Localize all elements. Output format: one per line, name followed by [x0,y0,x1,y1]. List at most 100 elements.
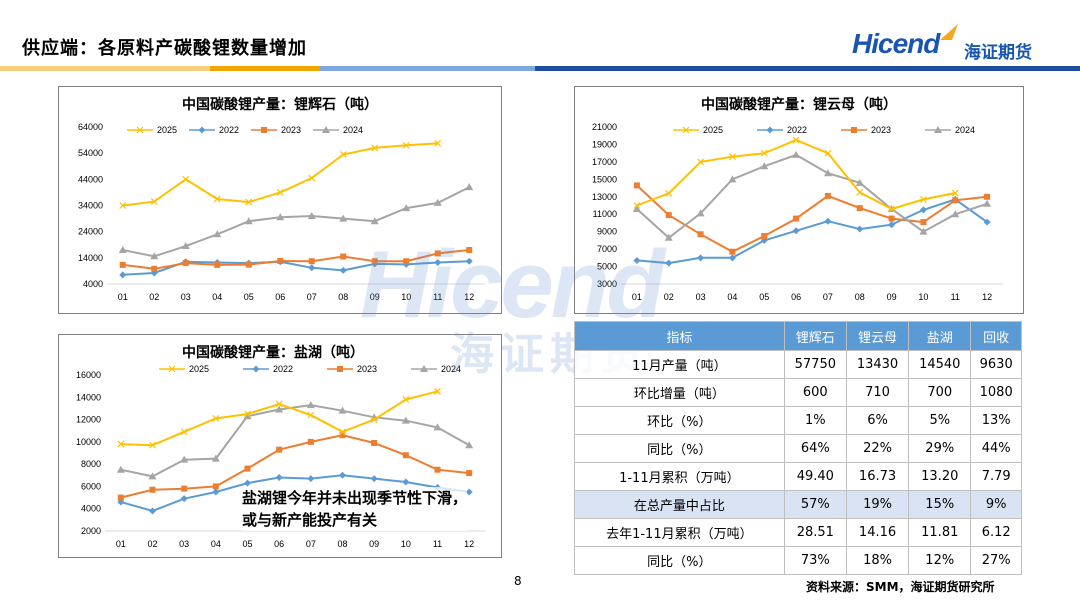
x-tick-label: 01 [118,292,128,302]
data-point [182,260,189,267]
legend-label: 2025 [157,125,177,135]
x-tick-label: 01 [116,539,126,549]
chart-title: 中国碳酸锂产量：锂辉石（吨） [182,96,378,113]
y-tick-label: 10000 [76,437,101,447]
data-point [403,258,410,265]
legend-marker [261,127,267,133]
table-row: 去年1-11月累积（万吨） 28.51 14.16 11.81 6.12 [574,518,1022,547]
series-2023 [633,182,991,255]
table-cell: 13430 [845,350,910,379]
data-point [401,416,410,424]
legend-item: 2022 [757,125,807,135]
x-tick-label: 05 [242,539,252,549]
legend-marker [198,126,206,134]
data-point [339,151,347,158]
table-cell: 710 [845,378,910,407]
data-point [434,387,441,395]
data-point [855,178,864,186]
data-point [213,195,221,203]
legend-item: 2024 [411,364,461,374]
legend-item: 2025 [159,364,209,374]
data-point [824,217,832,225]
data-point [276,188,284,196]
table-row-label: 1-11月累积（万吨） [574,462,785,491]
data-point [245,261,252,268]
series-line [636,184,988,253]
x-tick-label: 11 [433,539,442,549]
x-tick-label: 12 [464,539,474,549]
x-tick-label: 10 [401,539,411,549]
legend-marker [766,126,774,134]
table-cell: 9630 [970,350,1022,379]
y-tick-label: 2000 [81,526,101,536]
table-cell: 57750 [783,350,847,379]
series-line [122,186,470,258]
data-point [793,215,800,222]
table-cell: 22% [845,434,910,463]
data-point [951,189,959,197]
data-point [665,189,673,197]
legend-item: 2024 [313,125,363,135]
legend-label: 2024 [441,364,461,374]
legend-marker [337,366,343,372]
data-point [984,193,991,200]
series-2023 [119,246,473,272]
legend-marker [168,365,176,373]
y-tick-label: 6000 [81,481,101,491]
x-tick-label: 08 [855,292,865,302]
logo-chinese-name: 海证期货 [964,43,1032,63]
data-point [856,205,863,212]
table-cell: 6% [845,406,910,435]
data-point [633,202,641,209]
data-point [212,488,220,496]
y-tick-label: 13000 [592,192,617,202]
data-point [150,252,159,260]
annotation-line-2: 或与新产能投产有关 [242,511,378,529]
y-tick-label: 54000 [78,148,103,158]
y-tick-label: 44000 [78,174,103,184]
series-line [636,198,988,265]
data-point [180,495,188,503]
table-cell: 13.20 [908,462,972,491]
table-cell: 13% [970,406,1022,435]
legend-marker [420,365,428,372]
legend-label: 2023 [281,125,301,135]
data-point [307,475,315,483]
data-point [371,258,378,265]
legend-marker [934,126,942,133]
y-tick-label: 21000 [592,122,617,132]
data-point [243,412,252,420]
x-tick-label: 02 [147,539,157,549]
legend-marker [136,126,144,134]
table-header-cell: 锂云母 [845,321,910,351]
y-tick-label: 9000 [597,227,617,237]
salt-lake-chart: 中国碳酸锂产量：盐湖（吨） 2000 4000 6000 8000 10000 12000 1… [76,344,485,549]
data-point [119,261,126,268]
data-point [983,199,992,207]
x-tick-label: 06 [274,539,284,549]
x-tick-label: 07 [306,539,316,549]
series-line [120,404,470,478]
data-point [338,406,347,414]
data-point [212,483,219,490]
y-tick-label: 24000 [78,227,103,237]
x-tick-label: 05 [244,292,254,302]
data-point [339,266,347,274]
data-point [370,475,378,483]
data-point [920,219,927,226]
table-cell: 1% [783,406,847,435]
table-cell: 15% [908,490,972,519]
y-tick-label: 64000 [78,122,103,132]
data-point [245,198,253,206]
series-2025 [117,387,441,449]
table-cell: 9% [970,490,1022,519]
data-point [180,428,188,436]
series-line [122,249,470,270]
table-cell: 28.51 [783,518,847,547]
legend-label: 2023 [871,125,891,135]
data-point [434,259,442,267]
data-point [275,474,283,482]
x-tick-label: 11 [433,292,442,302]
table-row: 同比（%） 73% 18% 12% 27% [574,546,1022,575]
data-point [149,507,156,515]
